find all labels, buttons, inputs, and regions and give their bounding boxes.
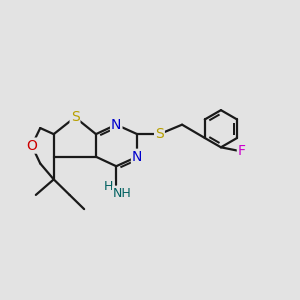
Text: N: N xyxy=(111,118,122,132)
Text: S: S xyxy=(155,127,164,141)
Text: S: S xyxy=(70,110,80,124)
Text: F: F xyxy=(238,144,246,158)
Text: O: O xyxy=(26,139,37,153)
Text: H: H xyxy=(104,180,113,193)
Text: N: N xyxy=(132,150,142,164)
Text: NH: NH xyxy=(113,187,132,200)
